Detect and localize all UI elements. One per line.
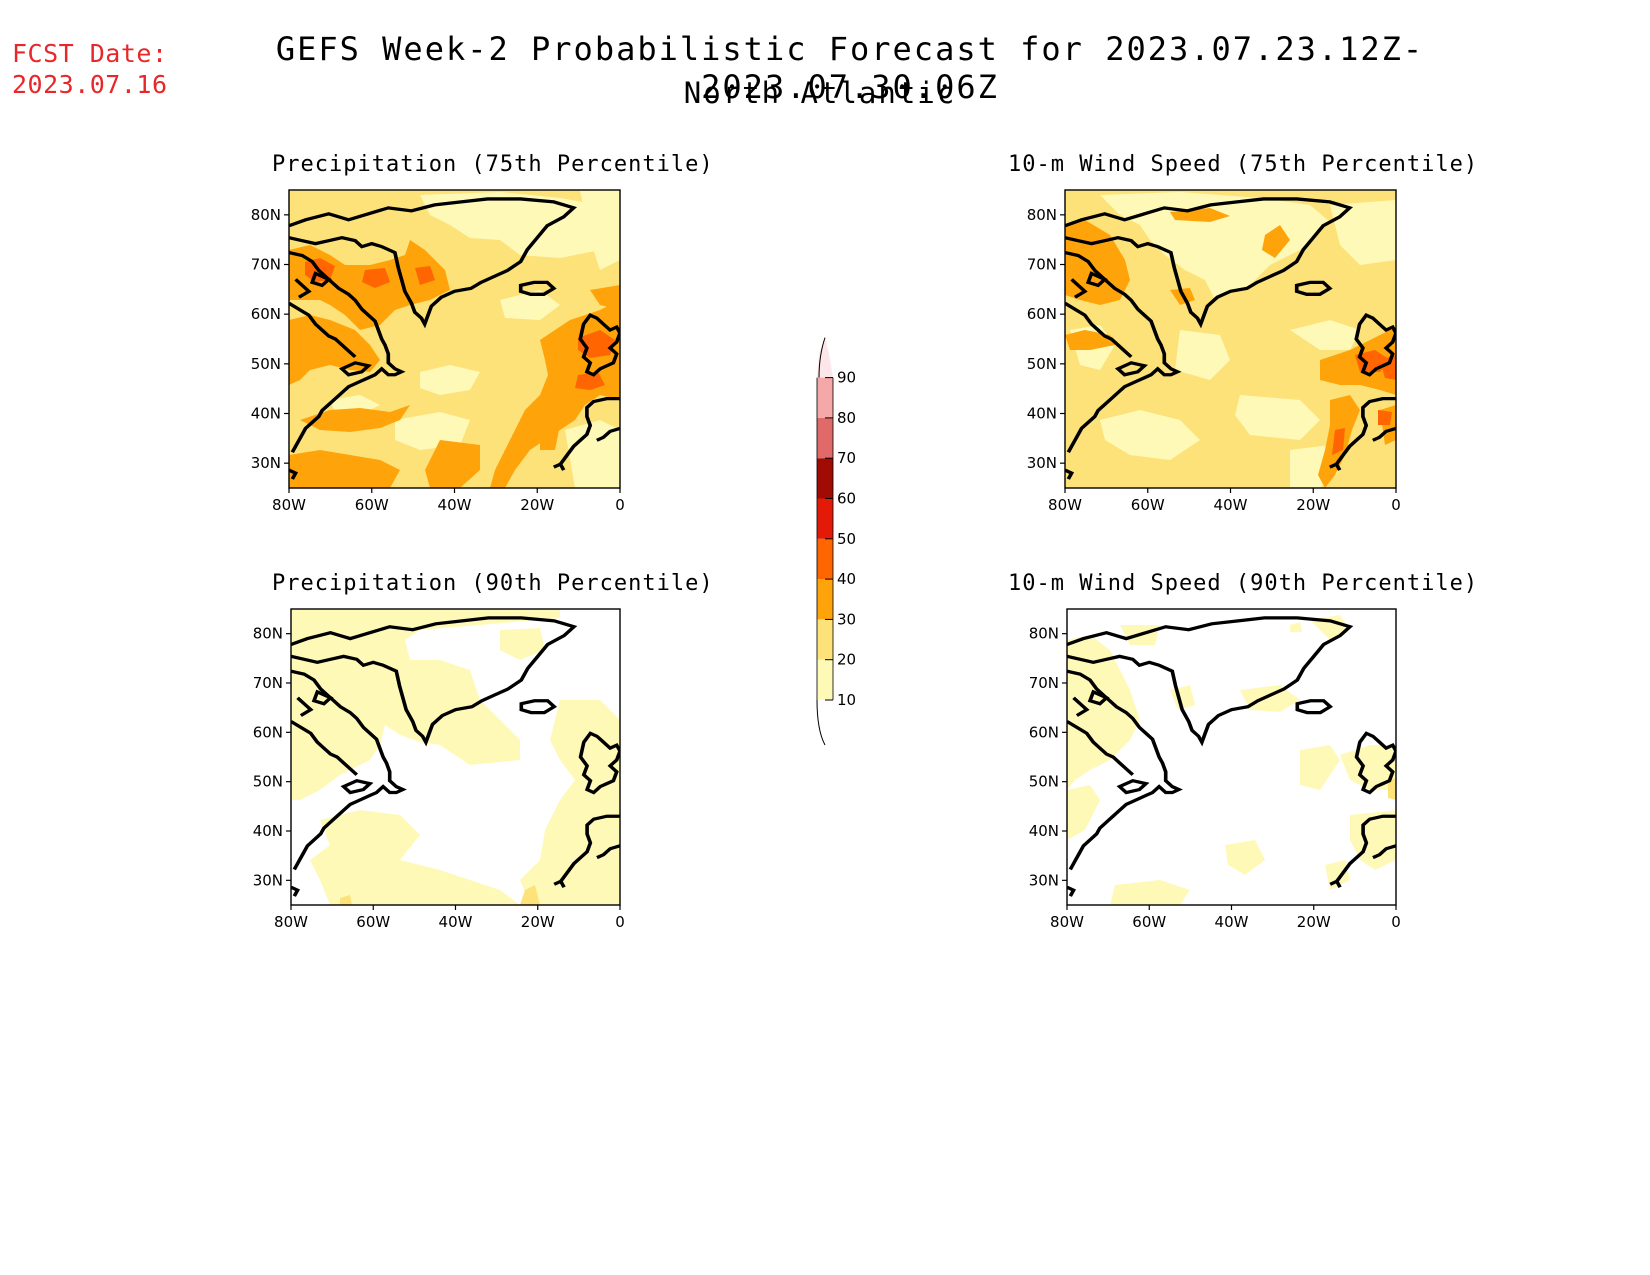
- map-panel-wind75: [1064, 189, 1397, 489]
- lat-tick-label: 30N: [251, 454, 281, 472]
- lat-tick-label: 80N: [1029, 625, 1059, 643]
- colorbar-segment: [817, 417, 833, 459]
- colorbar-top-cap: [817, 337, 833, 378]
- colorbar-segment: [817, 377, 833, 418]
- page-title: GEFS Week-2 Probabilistic Forecast for 2…: [275, 30, 1425, 106]
- lon-tick-label: 60W: [355, 496, 389, 514]
- lat-tick-label: 80N: [253, 625, 283, 643]
- lat-tick-label: 60N: [251, 305, 281, 323]
- lon-tick-label: 60W: [1131, 496, 1165, 514]
- colorbar-label: 70: [837, 449, 856, 467]
- colorbar: 10 20 30 40 50 60 70 80 90: [816, 337, 856, 746]
- lat-tick-label: 40N: [253, 822, 283, 840]
- lon-tick-label: 80W: [272, 496, 306, 514]
- forecast-date-caption: FCST Date:: [12, 39, 168, 68]
- panel-title-wind75: 10-m Wind Speed (75th Percentile): [1008, 152, 1479, 177]
- lat-tick-label: 50N: [1027, 355, 1057, 373]
- lat-tick-label: 40N: [1029, 822, 1059, 840]
- colorbar-label: 40: [837, 570, 856, 588]
- lat-tick-label: 30N: [1029, 871, 1059, 889]
- lat-tick-label: 30N: [1027, 454, 1057, 472]
- lon-tick-label: 20W: [1297, 913, 1331, 931]
- lon-tick-label: 80W: [274, 913, 308, 931]
- lat-tick-label: 30N: [253, 871, 283, 889]
- lon-tick-label: 60W: [356, 913, 390, 931]
- colorbar-segment: [817, 579, 833, 620]
- lon-tick-label: 0: [1391, 913, 1401, 931]
- forecast-date-value: 2023.07.16: [12, 70, 168, 99]
- lon-tick-label: 40W: [438, 496, 472, 514]
- colorbar-label: 80: [837, 409, 856, 427]
- colorbar-label: 60: [837, 490, 856, 508]
- lat-tick-label: 50N: [253, 773, 283, 791]
- colorbar-label: 90: [837, 369, 856, 387]
- colorbar-segment: [817, 619, 833, 660]
- lat-tick-label: 70N: [251, 256, 281, 274]
- lon-tick-label: 40W: [1215, 913, 1249, 931]
- lat-tick-label: 70N: [253, 674, 283, 692]
- lat-tick-label: 50N: [251, 355, 281, 373]
- colorbar-segment: [817, 538, 833, 580]
- lon-tick-label: 20W: [520, 496, 554, 514]
- forecast-date-label: FCST Date: 2023.07.16: [12, 38, 168, 100]
- panel-title-precip90: Precipitation (90th Percentile): [272, 571, 714, 596]
- lat-tick-label: 70N: [1029, 674, 1059, 692]
- colorbar-segment: [817, 659, 833, 700]
- lon-tick-label: 0: [615, 913, 625, 931]
- page-subtitle: North Atlantic: [683, 76, 957, 110]
- panel-title-wind90: 10-m Wind Speed (90th Percentile): [1008, 571, 1479, 596]
- lat-tick-label: 40N: [1027, 405, 1057, 423]
- lon-tick-label: 60W: [1132, 913, 1166, 931]
- panel-title-precip75: Precipitation (75th Percentile): [272, 152, 714, 177]
- map-panel-wind90: [1066, 608, 1397, 906]
- colorbar-cap-edge: [816, 337, 826, 746]
- colorbar-label: 30: [837, 610, 856, 628]
- colorbar-label: 50: [837, 530, 856, 548]
- lat-tick-label: 60N: [253, 723, 283, 741]
- lon-tick-label: 80W: [1050, 913, 1084, 931]
- lon-tick-label: 40W: [1214, 496, 1248, 514]
- lat-tick-label: 40N: [251, 405, 281, 423]
- colorbar-label: 20: [837, 651, 856, 669]
- lat-tick-label: 80N: [251, 206, 281, 224]
- colorbar-segment: [817, 458, 833, 499]
- colorbar-label: 10: [837, 691, 856, 709]
- lat-tick-label: 50N: [1029, 773, 1059, 791]
- lat-tick-label: 60N: [1027, 305, 1057, 323]
- colorbar-segment: [817, 498, 833, 539]
- lat-tick-label: 80N: [1027, 206, 1057, 224]
- lon-tick-label: 20W: [521, 913, 555, 931]
- lon-tick-label: 80W: [1048, 496, 1082, 514]
- lat-tick-label: 70N: [1027, 256, 1057, 274]
- map-panel-precip90: [290, 608, 621, 906]
- lon-tick-label: 40W: [439, 913, 473, 931]
- lon-tick-label: 0: [1391, 496, 1401, 514]
- lon-tick-label: 0: [615, 496, 625, 514]
- axes-layer: 80N 70N 60N 50N 40N 30N 80W 60W 40W 20W 0 80N 70N 60N…: [251, 206, 1401, 931]
- lat-tick-label: 60N: [1029, 723, 1059, 741]
- map-panel-precip75: [288, 189, 621, 489]
- lon-tick-label: 20W: [1296, 496, 1330, 514]
